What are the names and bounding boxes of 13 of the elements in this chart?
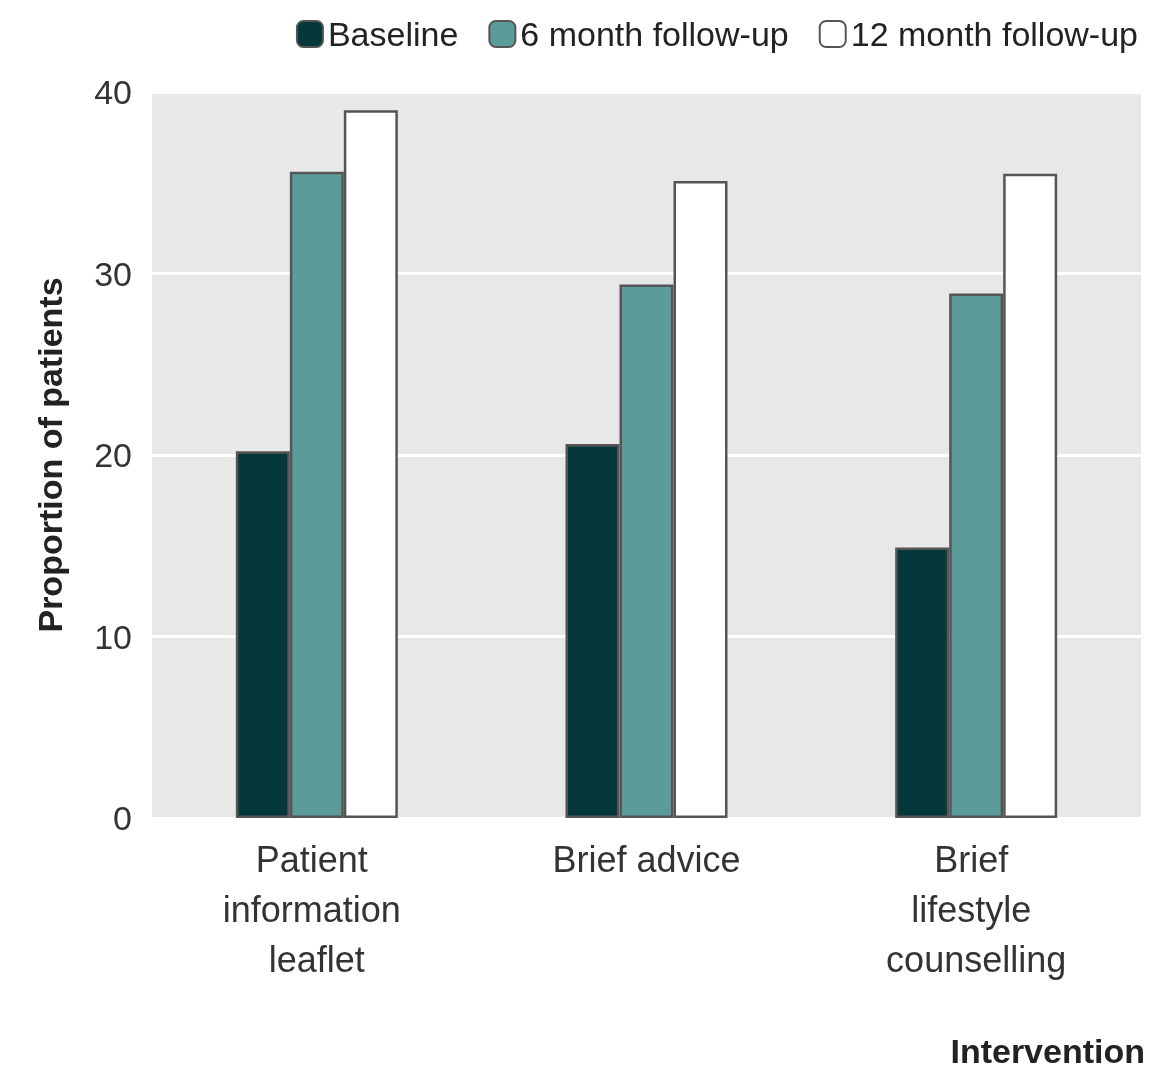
y-tick-label: 40 bbox=[94, 73, 132, 111]
y-axis-title: Proportion of patients bbox=[31, 277, 69, 633]
legend-label: 12 month follow-up bbox=[850, 15, 1139, 53]
x-tick-label: Brief advice bbox=[552, 838, 741, 880]
y-tick-label: 30 bbox=[94, 254, 132, 293]
x-tick-label: Patient information leaflet bbox=[222, 838, 411, 980]
legend-label: Baseline bbox=[327, 15, 459, 53]
x-axis-title: Intervention bbox=[950, 1032, 1146, 1070]
y-tick-label: 20 bbox=[94, 436, 132, 474]
x-tick-label: Brief lifestyle counselling bbox=[886, 838, 1067, 980]
y-tick-label: 10 bbox=[94, 617, 132, 656]
y-tick-label: 0 bbox=[113, 799, 132, 837]
legend-label: 6 month follow-up bbox=[520, 15, 789, 53]
